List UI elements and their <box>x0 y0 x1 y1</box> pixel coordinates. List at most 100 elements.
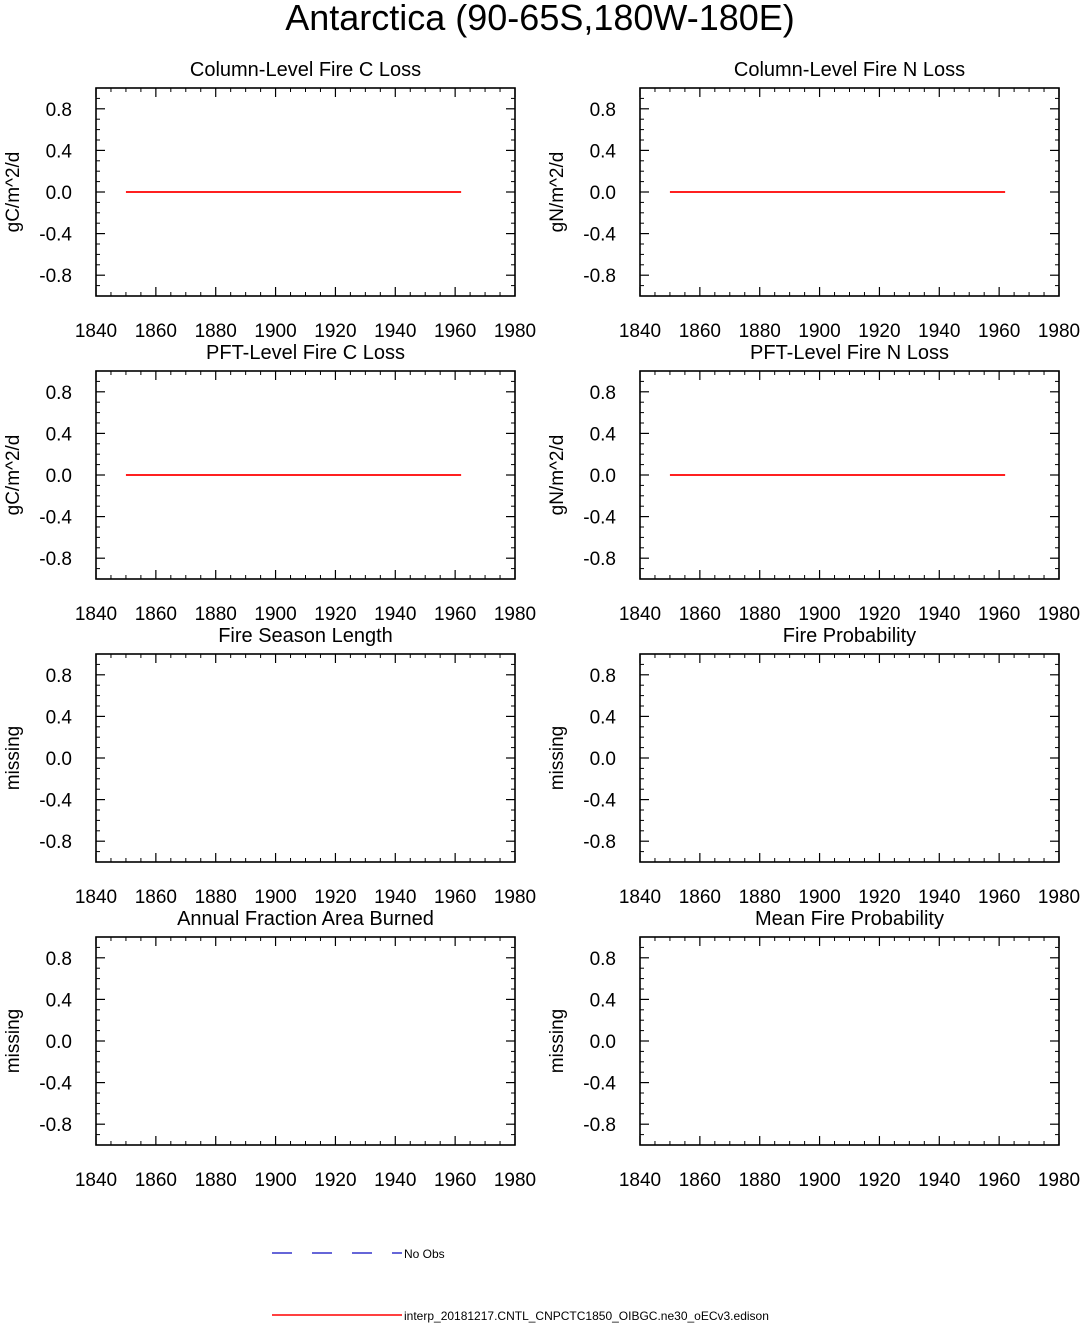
x-tick-label: 1900 <box>798 604 840 625</box>
y-tick-label: 0.0 <box>590 466 616 487</box>
x-tick-label: 1860 <box>135 1170 177 1191</box>
y-tick-label: -0.4 <box>39 508 72 529</box>
y-axis-label: gC/m^2/d <box>3 152 24 233</box>
x-tick-label: 1960 <box>434 1170 476 1191</box>
x-tick-label: 1980 <box>1038 604 1080 625</box>
legend-label: No Obs <box>404 1247 445 1261</box>
y-tick-label: 0.0 <box>46 749 72 770</box>
x-tick-label: 1840 <box>619 321 661 342</box>
panel-title: Column-Level Fire C Loss <box>190 59 421 81</box>
x-tick-label: 1900 <box>798 887 840 908</box>
y-tick-label: -0.4 <box>583 791 616 812</box>
x-tick-label: 1920 <box>314 321 356 342</box>
y-tick-label: 0.0 <box>590 749 616 770</box>
chart-panel: 1840 1860 1880 1900 1920 1940 1960 1980 0.8 0.4 0.… <box>547 625 1080 908</box>
x-tick-label: 1900 <box>798 1170 840 1191</box>
panel-title: Annual Fraction Area Burned <box>177 908 434 930</box>
x-tick-label: 1940 <box>374 604 416 625</box>
plot-frame <box>639 370 1060 580</box>
x-tick-label: 1920 <box>858 887 900 908</box>
y-tick-label: -0.4 <box>583 225 616 246</box>
x-tick-label: 1860 <box>679 887 721 908</box>
y-tick-label: 0.8 <box>590 666 616 687</box>
x-tick-label: 1900 <box>798 321 840 342</box>
x-tick-label: 1860 <box>679 321 721 342</box>
plot-frame <box>95 936 516 1146</box>
y-axis-label: missing <box>547 1009 568 1073</box>
y-tick-label: 0.4 <box>590 424 617 445</box>
chart-panel: 1840 1860 1880 1900 1920 1940 1960 1980 0.8 0.4 0.… <box>3 625 536 908</box>
x-tick-label: 1960 <box>434 887 476 908</box>
y-tick-label: 0.8 <box>46 100 72 121</box>
y-tick-label: 0.8 <box>590 100 616 121</box>
x-tick-label: 1920 <box>858 604 900 625</box>
x-tick-label: 1900 <box>254 321 296 342</box>
x-tick-label: 1940 <box>918 604 960 625</box>
y-tick-label: -0.4 <box>39 791 72 812</box>
y-axis-label: gC/m^2/d <box>3 435 24 516</box>
y-tick-label: -0.8 <box>39 1115 72 1136</box>
x-tick-label: 1940 <box>374 1170 416 1191</box>
x-tick-label: 1960 <box>434 604 476 625</box>
chart-panel: 1840 1860 1880 1900 1920 1940 1960 1980 0.8 0.4 0.… <box>3 59 536 342</box>
x-tick-label: 1960 <box>978 1170 1020 1191</box>
x-tick-label: 1860 <box>135 604 177 625</box>
y-tick-label: -0.8 <box>39 832 72 853</box>
y-tick-label: 0.4 <box>46 141 73 162</box>
x-tick-label: 1840 <box>619 887 661 908</box>
x-tick-label: 1840 <box>75 887 117 908</box>
x-tick-label: 1940 <box>374 887 416 908</box>
y-tick-label: 0.4 <box>590 707 617 728</box>
x-tick-label: 1920 <box>314 604 356 625</box>
y-tick-label: 0.4 <box>590 141 617 162</box>
figure-title: Antarctica (90-65S,180W-180E) <box>285 0 795 38</box>
y-tick-label: 0.4 <box>46 707 73 728</box>
x-tick-label: 1980 <box>494 1170 536 1191</box>
x-tick-label: 1840 <box>75 1170 117 1191</box>
plot-frame <box>95 653 516 863</box>
plot-frame <box>95 370 516 580</box>
x-tick-label: 1940 <box>918 1170 960 1191</box>
x-tick-label: 1880 <box>195 887 237 908</box>
y-axis-label: missing <box>3 726 24 790</box>
x-tick-label: 1840 <box>619 604 661 625</box>
x-tick-label: 1960 <box>978 604 1020 625</box>
x-tick-label: 1940 <box>918 321 960 342</box>
x-tick-label: 1980 <box>494 887 536 908</box>
y-tick-label: -0.4 <box>39 1074 72 1095</box>
x-tick-label: 1880 <box>739 604 781 625</box>
x-tick-label: 1920 <box>314 887 356 908</box>
panel-title: Fire Probability <box>783 625 916 647</box>
y-axis-label: gN/m^2/d <box>547 152 568 233</box>
x-tick-label: 1960 <box>978 887 1020 908</box>
x-tick-label: 1860 <box>135 887 177 908</box>
y-tick-label: -0.8 <box>583 1115 616 1136</box>
y-tick-label: 0.4 <box>46 990 73 1011</box>
x-tick-label: 1920 <box>858 321 900 342</box>
panel-grid: 1840 1860 1880 1900 1920 1940 1960 1980 0.8 0.4 0.… <box>3 59 1080 1191</box>
x-tick-label: 1980 <box>1038 321 1080 342</box>
x-tick-label: 1880 <box>195 604 237 625</box>
x-tick-label: 1920 <box>858 1170 900 1191</box>
y-axis-label: missing <box>547 726 568 790</box>
x-tick-label: 1940 <box>918 887 960 908</box>
plot-frame <box>639 87 1060 297</box>
x-tick-label: 1860 <box>679 604 721 625</box>
y-tick-label: 0.0 <box>46 183 72 204</box>
x-tick-label: 1840 <box>619 1170 661 1191</box>
x-tick-label: 1860 <box>679 1170 721 1191</box>
y-tick-label: 0.8 <box>590 383 616 404</box>
y-tick-label: 0.8 <box>46 666 72 687</box>
y-tick-label: 0.0 <box>590 183 616 204</box>
plot-frame <box>95 87 516 297</box>
x-tick-label: 1920 <box>314 1170 356 1191</box>
panel-title: Mean Fire Probability <box>755 908 944 930</box>
legend-label: interp_20181217.CNTL_CNPCTC1850_OIBGC.ne… <box>404 1309 769 1323</box>
x-tick-label: 1900 <box>254 1170 296 1191</box>
x-tick-label: 1980 <box>1038 887 1080 908</box>
x-tick-label: 1840 <box>75 604 117 625</box>
y-tick-label: 0.0 <box>590 1032 616 1053</box>
y-tick-label: 0.8 <box>590 949 616 970</box>
chart-panel: 1840 1860 1880 1900 1920 1940 1960 1980 0.8 0.4 0.… <box>3 908 536 1191</box>
